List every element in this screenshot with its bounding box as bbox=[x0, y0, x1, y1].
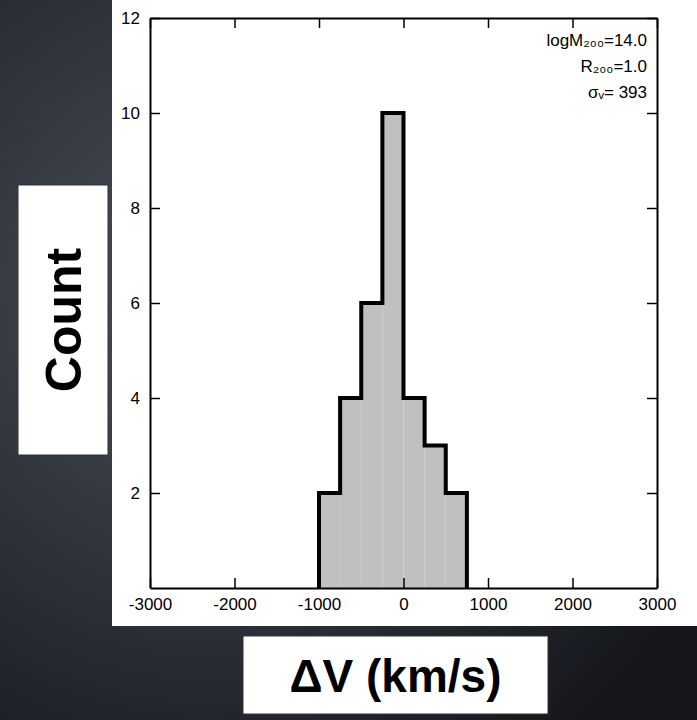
x-axis: -3000 -2000 -1000 0 1000 2000 3000 bbox=[129, 578, 677, 614]
tick bbox=[573, 18, 574, 28]
tick-mark bbox=[647, 493, 657, 495]
tick: 12 bbox=[121, 9, 160, 28]
tick bbox=[647, 18, 657, 19]
tick-mark bbox=[488, 578, 490, 588]
tick: -2000 bbox=[213, 578, 256, 614]
histogram-bar bbox=[425, 446, 446, 589]
tick-label: -2000 bbox=[213, 595, 256, 614]
tick bbox=[647, 398, 657, 399]
tick: 10 bbox=[121, 104, 160, 123]
tick: 1000 bbox=[470, 578, 508, 614]
x-axis-top bbox=[151, 18, 658, 28]
tick-label: 10 bbox=[121, 104, 140, 123]
tick-label: 6 bbox=[131, 294, 140, 313]
annotation: σᵥ= 393 bbox=[588, 83, 647, 102]
histogram-bar bbox=[446, 493, 467, 588]
y-axis: 2 4 6 8 10 12 bbox=[121, 9, 160, 589]
plot-marks bbox=[319, 113, 467, 588]
tick-label: -1000 bbox=[298, 595, 341, 614]
tick-mark bbox=[647, 303, 657, 305]
tick-mark bbox=[234, 18, 236, 28]
tick-mark bbox=[647, 113, 657, 115]
x-axis-title-background bbox=[243, 636, 548, 714]
tick-mark bbox=[234, 578, 236, 588]
tick-mark bbox=[488, 18, 490, 28]
tick: 6 bbox=[131, 294, 160, 313]
tick bbox=[319, 18, 320, 28]
chart-panel bbox=[112, 0, 697, 626]
tick-mark bbox=[647, 18, 657, 20]
y-axis-title-box: Count bbox=[18, 185, 108, 455]
tick: 2 bbox=[131, 484, 160, 503]
annotations: logM₂₀₀=14.0 R₂₀₀=1.0 σᵥ= 393 bbox=[546, 31, 647, 102]
tick: 2000 bbox=[554, 578, 592, 614]
tick: 0 bbox=[399, 578, 408, 614]
tick: -1000 bbox=[298, 578, 341, 614]
histogram-bar bbox=[382, 113, 403, 588]
chart: -3000 -2000 -1000 0 1000 2000 3000 2 4 6 8 10 12 logM… bbox=[0, 0, 697, 720]
tick bbox=[235, 18, 236, 28]
y-axis-right bbox=[647, 19, 658, 589]
tick-mark bbox=[150, 303, 160, 305]
histogram-bar bbox=[361, 303, 382, 588]
tick bbox=[404, 18, 405, 28]
tick bbox=[488, 18, 489, 28]
tick-label: 3000 bbox=[639, 595, 677, 614]
tick bbox=[647, 113, 657, 114]
tick-label: 2 bbox=[131, 484, 140, 503]
y-axis-title: Count bbox=[36, 247, 92, 392]
tick bbox=[647, 303, 657, 304]
histogram-outline bbox=[319, 113, 467, 588]
tick-label: 4 bbox=[131, 389, 140, 408]
tick-label: 8 bbox=[131, 199, 140, 218]
tick-mark bbox=[150, 18, 160, 20]
tick: 8 bbox=[131, 199, 160, 218]
tick-mark bbox=[150, 208, 160, 210]
tick-label: 0 bbox=[399, 595, 408, 614]
histogram-bar bbox=[404, 398, 425, 588]
tick-mark bbox=[647, 398, 657, 400]
x-axis-title-box: ΔV (km/s) bbox=[243, 636, 548, 714]
histogram-bar bbox=[319, 493, 340, 588]
tick-mark bbox=[319, 578, 321, 588]
tick-mark bbox=[403, 18, 405, 28]
tick-mark bbox=[572, 18, 574, 28]
y-axis-title-background bbox=[18, 185, 108, 455]
histogram-bar bbox=[340, 398, 361, 588]
tick-label: 2000 bbox=[554, 595, 592, 614]
tick-mark bbox=[647, 208, 657, 210]
annotation: R₂₀₀=1.0 bbox=[580, 57, 647, 76]
tick: 4 bbox=[131, 389, 160, 408]
tick-mark bbox=[150, 113, 160, 115]
tick-label: 1000 bbox=[470, 595, 508, 614]
tick-mark bbox=[319, 18, 321, 28]
tick-label: 12 bbox=[121, 9, 140, 28]
tick-label: -3000 bbox=[129, 595, 172, 614]
tick-mark bbox=[150, 398, 160, 400]
annotation: logM₂₀₀=14.0 bbox=[546, 31, 647, 50]
tick-mark bbox=[572, 578, 574, 588]
tick bbox=[647, 493, 657, 494]
tick-mark bbox=[403, 578, 405, 588]
tick bbox=[647, 208, 657, 209]
tick-mark bbox=[150, 493, 160, 495]
x-axis-title: ΔV (km/s) bbox=[289, 650, 501, 702]
background bbox=[0, 0, 697, 720]
